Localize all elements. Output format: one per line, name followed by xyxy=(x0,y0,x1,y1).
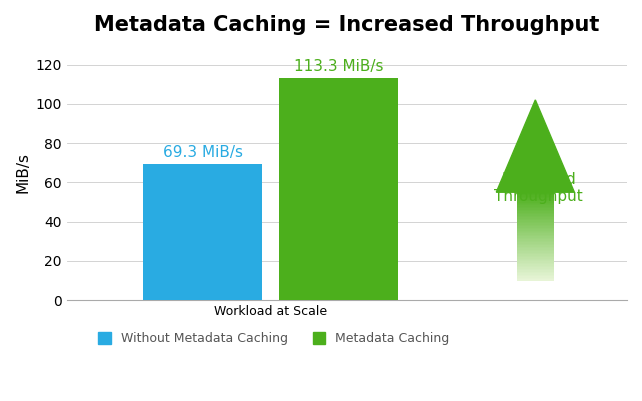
Bar xyxy=(517,223,554,225)
Bar xyxy=(517,251,554,253)
Polygon shape xyxy=(496,100,575,192)
Bar xyxy=(517,203,554,204)
Bar xyxy=(517,222,554,223)
Bar xyxy=(517,261,554,263)
Legend: Without Metadata Caching, Metadata Caching: Without Metadata Caching, Metadata Cachi… xyxy=(94,327,455,350)
Bar xyxy=(517,192,554,194)
Bar xyxy=(517,205,554,207)
Bar xyxy=(517,242,554,244)
Bar xyxy=(517,207,554,209)
Bar xyxy=(517,277,554,279)
Bar xyxy=(517,257,554,259)
Bar xyxy=(517,260,554,261)
Bar xyxy=(517,232,554,233)
Bar xyxy=(517,248,554,250)
Bar xyxy=(517,220,554,222)
Bar xyxy=(517,276,554,277)
Bar xyxy=(517,210,554,211)
Bar xyxy=(517,237,554,238)
Bar xyxy=(517,241,554,242)
Bar xyxy=(517,216,554,217)
Bar xyxy=(517,225,554,226)
Bar xyxy=(517,217,554,219)
Bar xyxy=(517,275,554,276)
Bar xyxy=(517,266,554,267)
Bar xyxy=(517,231,554,232)
Bar xyxy=(517,226,554,228)
Text: Increased
Throughput: Increased Throughput xyxy=(494,172,583,205)
Bar xyxy=(517,267,554,269)
Bar xyxy=(517,213,554,214)
Bar xyxy=(517,264,554,266)
Bar xyxy=(517,195,554,196)
Bar xyxy=(517,204,554,205)
Bar xyxy=(517,254,554,255)
Bar xyxy=(517,255,554,257)
Bar xyxy=(517,253,554,254)
Bar xyxy=(517,209,554,210)
Bar xyxy=(517,194,554,195)
Text: 69.3 MiB/s: 69.3 MiB/s xyxy=(162,145,243,160)
Bar xyxy=(517,235,554,237)
Title: Metadata Caching = Increased Throughput: Metadata Caching = Increased Throughput xyxy=(94,15,600,35)
Bar xyxy=(517,250,554,251)
Bar xyxy=(517,247,554,248)
Bar xyxy=(517,198,554,200)
Bar xyxy=(517,229,554,231)
Bar xyxy=(517,200,554,201)
Bar xyxy=(517,244,554,245)
Bar xyxy=(517,228,554,229)
Text: 113.3 MiB/s: 113.3 MiB/s xyxy=(293,59,383,74)
Bar xyxy=(517,239,554,241)
Bar xyxy=(143,164,262,300)
Bar xyxy=(517,238,554,239)
Bar xyxy=(517,272,554,273)
Bar xyxy=(517,263,554,264)
Y-axis label: MiB/s: MiB/s xyxy=(15,152,30,193)
Bar xyxy=(517,233,554,235)
Bar xyxy=(279,78,398,300)
Bar xyxy=(517,196,554,198)
Bar xyxy=(517,279,554,281)
Bar xyxy=(517,259,554,260)
Bar xyxy=(517,269,554,270)
Bar xyxy=(517,219,554,220)
Bar xyxy=(517,273,554,275)
Bar xyxy=(517,211,554,213)
Bar xyxy=(517,245,554,247)
Bar xyxy=(517,214,554,216)
Bar xyxy=(517,270,554,272)
Text: 63%: 63% xyxy=(514,158,553,176)
Bar xyxy=(517,201,554,203)
